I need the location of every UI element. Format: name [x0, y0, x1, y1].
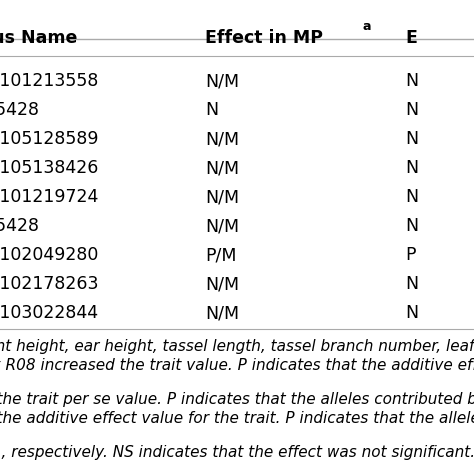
Text: by R08 increased the trait value. P indicates that the additive effect o: by R08 increased the trait value. P indi… [0, 358, 474, 373]
Text: N/M: N/M [205, 217, 239, 235]
Text: 01, respectively. NS indicates that the effect was not significant.: 01, respectively. NS indicates that the … [0, 445, 474, 460]
Text: N: N [405, 188, 418, 206]
Text: Effect in MP: Effect in MP [205, 29, 323, 47]
Text: E-105128589: E-105128589 [0, 130, 99, 148]
Text: E-101213558: E-101213558 [0, 72, 99, 90]
Text: P/M: P/M [205, 246, 237, 264]
Text: a: a [363, 20, 372, 33]
Text: E: E [405, 29, 417, 47]
Text: P: P [405, 246, 416, 264]
Text: N5428: N5428 [0, 217, 39, 235]
Text: N/M: N/M [205, 304, 239, 322]
Text: N5428: N5428 [0, 101, 39, 119]
Text: E-105138426: E-105138426 [0, 159, 99, 177]
Text: E-102178263: E-102178263 [0, 275, 99, 293]
Text: lant height, ear height, tassel length, tassel branch number, leaf length,: lant height, ear height, tassel length, … [0, 339, 474, 354]
Text: N: N [405, 304, 418, 322]
Text: N/M: N/M [205, 188, 239, 206]
Text: N: N [405, 217, 418, 235]
Text: N: N [405, 159, 418, 177]
Text: N: N [205, 101, 218, 119]
Text: N/M: N/M [205, 275, 239, 293]
Text: N/M: N/M [205, 159, 239, 177]
Text: N: N [405, 130, 418, 148]
Text: d the additive effect value for the trait. P indicates that the alleles co: d the additive effect value for the trai… [0, 411, 474, 426]
Text: cus Name: cus Name [0, 29, 77, 47]
Text: E-102049280: E-102049280 [0, 246, 99, 264]
Text: N/M: N/M [205, 130, 239, 148]
Text: N: N [405, 101, 418, 119]
Text: d the trait per se value. P indicates that the alleles contributed by Ye4: d the trait per se value. P indicates th… [0, 392, 474, 407]
Text: N: N [405, 72, 418, 90]
Text: E-101219724: E-101219724 [0, 188, 99, 206]
Text: N/M: N/M [205, 72, 239, 90]
Text: E-103022844: E-103022844 [0, 304, 98, 322]
Text: N: N [405, 275, 418, 293]
